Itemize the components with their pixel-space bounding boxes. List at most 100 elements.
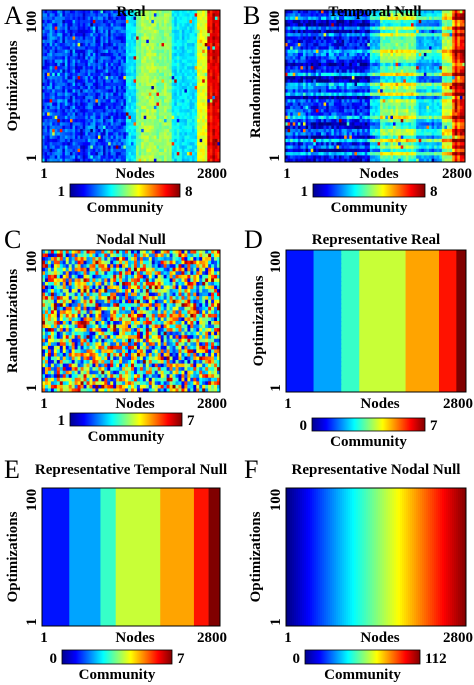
heatmap-cell [64, 43, 68, 47]
heatmap-cell [153, 76, 157, 80]
heatmap-cell [174, 102, 178, 107]
heatmap-cell [64, 10, 68, 14]
heatmap-cell [105, 39, 109, 44]
heatmap-cell [336, 26, 340, 31]
heatmap-cell [57, 59, 61, 64]
heatmap-cell [189, 132, 193, 136]
heatmap-cell [146, 119, 150, 123]
heatmap-cell [192, 132, 195, 136]
heatmap-cell [138, 148, 142, 153]
heatmap-cell [179, 119, 183, 123]
heatmap-cell [166, 13, 170, 17]
heatmap-cell [120, 145, 124, 150]
heatmap-cell [69, 46, 73, 50]
heatmap-cell [47, 145, 50, 150]
heatmap-cell [423, 36, 427, 41]
heatmap-cell [174, 82, 178, 87]
heatmap-cell [367, 62, 371, 67]
heatmap-cell [95, 158, 99, 163]
heatmap-cell [143, 128, 147, 133]
heatmap-cell [199, 72, 203, 77]
heatmap-cell [110, 155, 114, 159]
heatmap-cell [108, 72, 111, 77]
heatmap-cell [305, 33, 309, 37]
heatmap-cell [136, 155, 139, 159]
heatmap-cell [323, 82, 327, 87]
heatmap-cell [113, 39, 117, 44]
heatmap-cell [138, 43, 142, 47]
heatmap-cell [100, 122, 104, 126]
heatmap-cell [351, 29, 355, 34]
heatmap-cell [184, 72, 188, 77]
heatmap-cell [69, 158, 73, 163]
heatmap-cell [421, 66, 425, 70]
heatmap-cell [47, 52, 50, 57]
heatmap-cell [97, 49, 101, 54]
heatmap-cell [313, 56, 317, 60]
heatmap-cell [217, 95, 221, 100]
heatmap-cell [290, 72, 294, 77]
heatmap-cell [49, 122, 53, 126]
heatmap-cell [212, 69, 216, 74]
heatmap-cell [202, 56, 206, 60]
heatmap-cell [385, 62, 389, 67]
heatmap-cell [444, 49, 448, 54]
heatmap-cell [64, 115, 68, 120]
heatmap-cell [454, 49, 458, 54]
heatmap-cell [199, 56, 203, 60]
heatmap-cell [64, 76, 68, 80]
heatmap-cell [97, 46, 101, 50]
heatmap-cell [354, 72, 358, 77]
heatmap-cell [52, 99, 56, 103]
heatmap-cell [141, 66, 145, 70]
heatmap-cell [123, 33, 127, 37]
heatmap-cell [423, 46, 427, 50]
heatmap-cell [42, 79, 45, 83]
heatmap-cell [209, 125, 213, 130]
heatmap-cell [153, 33, 157, 37]
heatmap-cell [315, 13, 319, 17]
heatmap-cell [194, 56, 198, 60]
heatmap-cell [192, 128, 195, 133]
heatmap-cell [146, 56, 150, 60]
heatmap-cell [212, 23, 216, 27]
heatmap-cell [176, 59, 180, 64]
heatmap-cell [161, 138, 165, 143]
heatmap-cell [125, 148, 129, 153]
heatmap-cell [87, 135, 91, 140]
heatmap-cell [54, 69, 58, 74]
heatmap-cell [436, 89, 440, 93]
heatmap-cell [295, 13, 299, 17]
heatmap-cell [217, 76, 221, 80]
heatmap-cell [449, 79, 453, 83]
heatmap-cell [103, 56, 106, 60]
heatmap-cell [156, 119, 160, 123]
heatmap-cell [459, 46, 463, 50]
heatmap-cell [344, 66, 348, 70]
heatmap-cell [128, 79, 132, 83]
heatmap-cell [87, 10, 91, 14]
heatmap-cell [204, 76, 208, 80]
heatmap-cell [204, 95, 208, 100]
heatmap-cell [125, 155, 129, 159]
heatmap-cell [164, 66, 167, 70]
heatmap-cell [303, 52, 306, 57]
heatmap-cell [75, 135, 78, 140]
heatmap-cell [387, 36, 391, 41]
heatmap-cell [423, 62, 427, 67]
heatmap-cell [171, 115, 175, 120]
heatmap-cell [103, 46, 106, 50]
heatmap-cell [105, 138, 109, 143]
heatmap-cell [136, 92, 139, 97]
heatmap-cell [169, 62, 172, 67]
heatmap-cell [110, 29, 114, 34]
heatmap-cell [110, 89, 114, 93]
heatmap-cell [90, 122, 94, 126]
heatmap-cell [128, 26, 132, 31]
heatmap-cell [449, 72, 453, 77]
heatmap-cell [59, 33, 63, 37]
heatmap-cell [90, 109, 94, 113]
heatmap-cell [90, 16, 94, 21]
heatmap-cell [318, 19, 322, 24]
heatmap-cell [341, 86, 345, 90]
